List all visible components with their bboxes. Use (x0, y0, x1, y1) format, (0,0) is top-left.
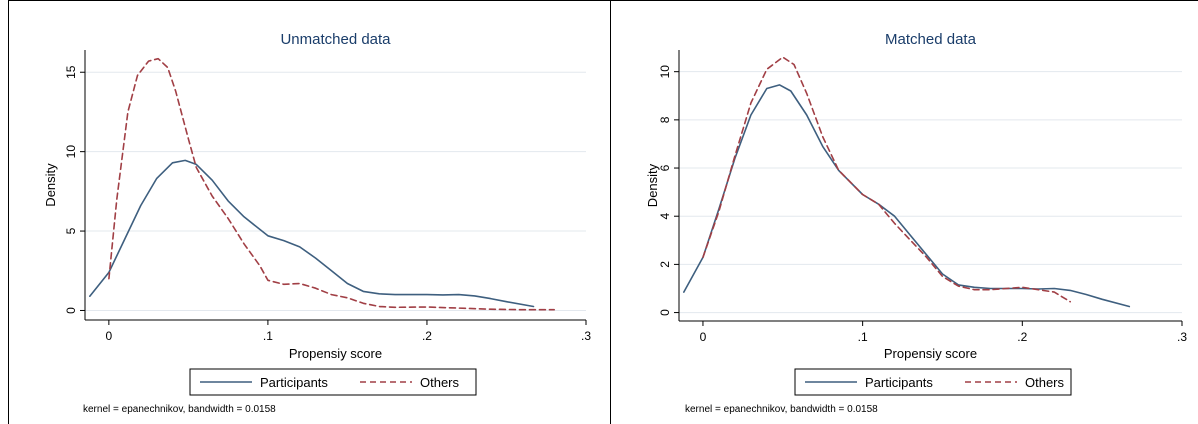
series-line-participants (682, 84, 1131, 308)
x-tick-label: .1 (263, 329, 273, 343)
y-tick-label: 15 (64, 65, 78, 79)
y-tick-label: 10 (64, 145, 78, 159)
legend-label-participants: Participants (865, 375, 933, 390)
chart-title: Matched data (885, 31, 977, 48)
x-tick-label: .2 (1017, 330, 1027, 344)
y-tick-label: 8 (658, 116, 672, 123)
x-tick-label: .1 (858, 330, 868, 344)
x-tick-label: 0 (106, 329, 113, 343)
legend-label-participants: Participants (260, 375, 328, 390)
y-tick-label: 6 (658, 164, 672, 171)
chart-note: kernel = epanechnikov, bandwidth = 0.015… (83, 404, 276, 415)
y-axis-label: Density (43, 163, 58, 207)
legend-label-others: Others (420, 375, 460, 390)
y-tick-label: 5 (64, 227, 78, 234)
series-line-others (702, 56, 1071, 303)
right-panel-frame (610, 0, 1198, 424)
chart-matched: 0 2 4 6 8 10 0 .1 .2 .3 Matched data Propensiy scor… (645, 31, 1187, 415)
chart-title: Unmatched data (280, 31, 391, 48)
series-line-participants (89, 159, 535, 308)
chart-unmatched: 0 5 10 15 0 .1 .2 .3 Unmatched data Propensiy sco… (43, 31, 591, 415)
x-tick-label: 0 (700, 330, 707, 344)
legend-label-others: Others (1025, 375, 1065, 390)
chart-note: kernel = epanechnikov, bandwidth = 0.015… (685, 404, 878, 415)
legend: Participants Others (794, 368, 1072, 396)
legend: Participants Others (189, 368, 477, 396)
left-panel-frame (8, 0, 611, 424)
x-axis-label: Propensiy score (884, 346, 977, 361)
y-axis-label: Density (645, 163, 660, 207)
x-tick-label: .3 (1177, 330, 1187, 344)
series-line-others (108, 57, 556, 311)
x-axis-label: Propensiy score (289, 346, 382, 361)
x-tick-label: .2 (422, 329, 432, 343)
y-tick-label: 4 (658, 213, 672, 220)
y-tick-label: 2 (658, 261, 672, 268)
y-tick-label: 0 (64, 307, 78, 314)
y-tick-label: 10 (658, 65, 672, 79)
x-tick-label: .3 (581, 329, 591, 343)
y-tick-label: 0 (658, 309, 672, 316)
